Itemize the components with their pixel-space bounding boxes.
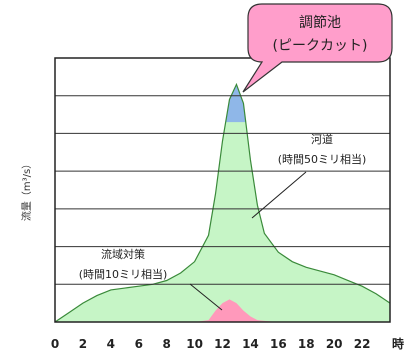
x-tick-label: 22 bbox=[354, 337, 371, 351]
x-axis-unit: 時 bbox=[392, 336, 404, 351]
plot-frame bbox=[54, 57, 391, 323]
y-axis-title: 流量（m³/s） bbox=[20, 159, 33, 221]
river-sublabel: (時間50ミリ相当) bbox=[278, 152, 367, 166]
x-tick-label: 10 bbox=[186, 337, 203, 351]
basin-label: 流域対策 bbox=[101, 247, 145, 261]
pond-callout-title: 調節池 bbox=[299, 14, 341, 31]
x-tick-label: 4 bbox=[107, 337, 115, 351]
river-area bbox=[55, 84, 390, 323]
x-tick-label: 8 bbox=[162, 337, 170, 351]
total-flow-line bbox=[54, 82, 391, 323]
x-tick-label: 16 bbox=[270, 337, 287, 351]
river-pointer bbox=[251, 171, 307, 219]
x-tick-label: 20 bbox=[326, 337, 343, 351]
x-tick-label: 14 bbox=[242, 337, 259, 351]
basin-sublabel: (時間10ミリ相当) bbox=[79, 267, 168, 281]
basin-area bbox=[55, 299, 390, 322]
x-tick-label: 0 bbox=[51, 337, 59, 351]
x-tick-label: 6 bbox=[135, 337, 143, 351]
river-label: 河道 bbox=[311, 132, 333, 146]
pond-callout-bubble bbox=[242, 3, 393, 93]
basin-pointer bbox=[189, 283, 223, 311]
pond-callout-subtitle: (ピークカット) bbox=[273, 38, 368, 54]
x-tick-label: 2 bbox=[79, 337, 87, 351]
x-tick-label: 18 bbox=[298, 337, 315, 351]
x-tick-label: 12 bbox=[214, 337, 231, 351]
